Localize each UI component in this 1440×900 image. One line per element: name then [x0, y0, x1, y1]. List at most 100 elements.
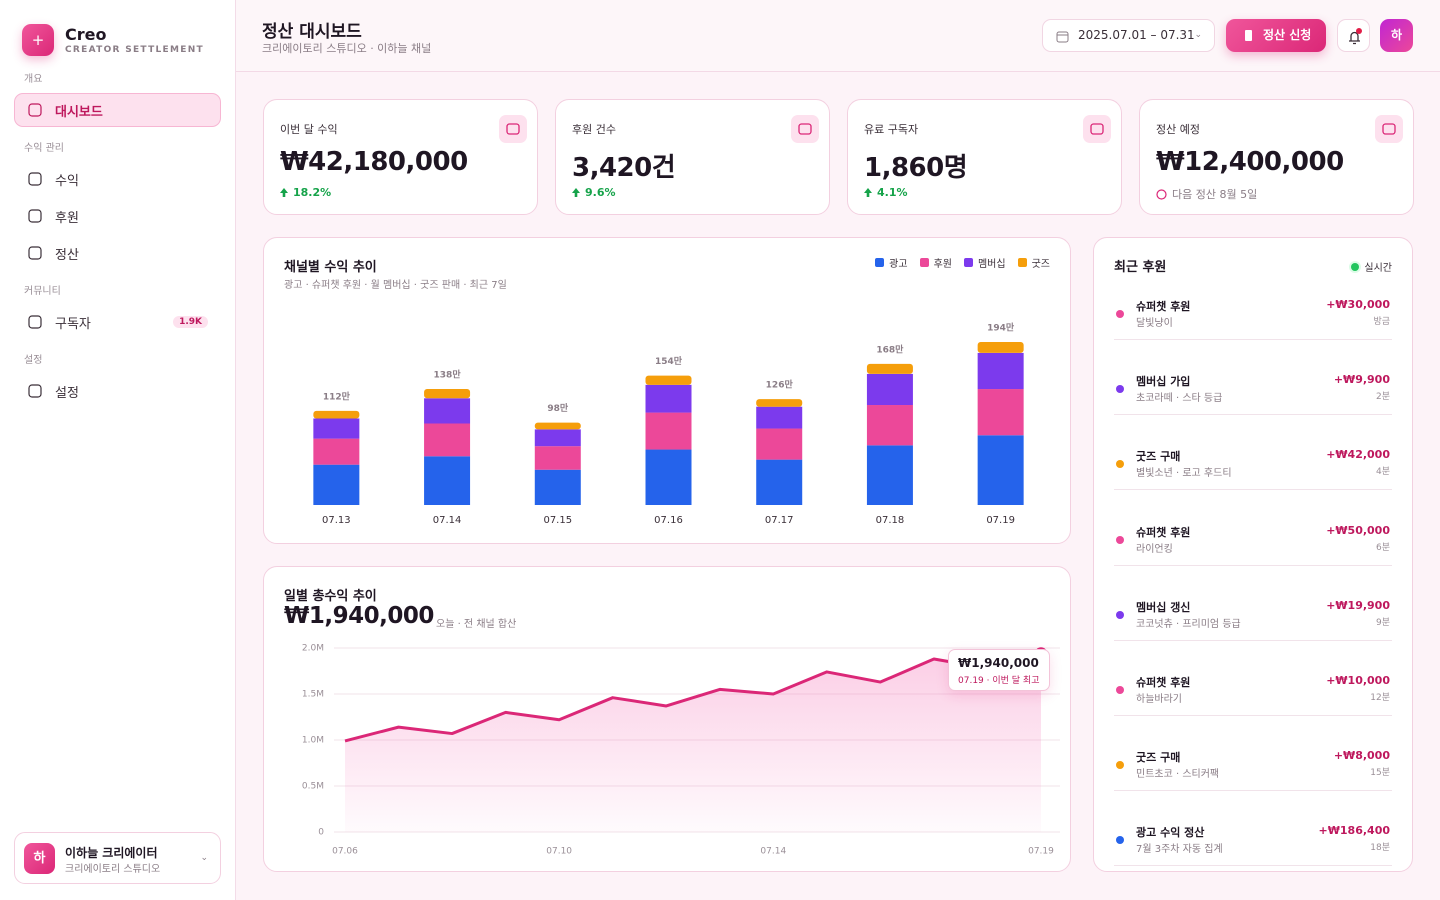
recent-card: 최근 후원 실시간 슈퍼챗 후원 달빛냥이 +₩30,000 방금 멤버십 가입 초코라떼…: [1093, 237, 1413, 872]
nav-label: 설정: [55, 385, 79, 401]
item-time: 4분: [1375, 467, 1390, 478]
recent-item[interactable]: 멤버십 갱신 코코넛츄 · 프리미엄 등급 +₩19,900 9분: [1114, 591, 1392, 641]
nav-label: 정산: [55, 247, 79, 263]
bar-segment: [866, 363, 913, 374]
user-card[interactable]: 하 이하늘 크리에이터 크리에이토리 스튜디오 ⌄: [14, 832, 221, 884]
item-amount: +₩30,000: [1326, 298, 1390, 311]
button-icon: [1245, 30, 1252, 41]
nav-item[interactable]: 후원: [14, 199, 221, 233]
recent-item[interactable]: 굿즈 구매 별빛소년 · 로고 후드티 +₩42,000 4분: [1114, 440, 1392, 491]
y-tick-label: 1.5M: [302, 690, 324, 700]
kpi-change: 4.1%: [877, 186, 908, 199]
arrow-shape: [572, 188, 580, 197]
bar-segment: [866, 405, 913, 446]
recent-item[interactable]: 굿즈 구매 민트초코 · 스티커팩 +₩8,000 15분: [1114, 741, 1392, 792]
nav-item[interactable]: 정산: [14, 236, 221, 270]
nav: 개요 대시보드 수익 관리 수익 후원 정산 커뮤니티 구독자 1.9K 설정 설정: [14, 58, 221, 411]
bar-segment: [645, 384, 692, 413]
nav-label: 대시보드: [55, 104, 103, 120]
recent-title: 최근 후원: [1114, 260, 1167, 275]
bar-chart-card: 채널별 수익 추이 광고 · 슈퍼챗 후원 · 월 멤버십 · 굿즈 판매 · …: [263, 237, 1071, 544]
item-amount: +₩50,000: [1326, 523, 1390, 537]
brand: Creo: [65, 25, 107, 44]
x-tick-label: 07.17: [765, 515, 794, 526]
line-chart: 0 0.5M 1.0M 1.5M 2.0M 07.06 07.10 07.14 07.19: [302, 644, 1060, 857]
kpi-label: 유료 구독자: [864, 123, 919, 136]
bar-segment: [313, 464, 360, 505]
kpi-value: ₩42,180,000: [280, 147, 468, 177]
item-time: 12분: [1370, 693, 1390, 703]
nav-item[interactable]: 구독자 1.9K: [14, 305, 221, 339]
bar-segment: [756, 428, 803, 460]
bar-segment: [756, 399, 803, 407]
nav-label: 후원: [55, 210, 79, 226]
kpi-footer: 4.1%: [864, 186, 908, 199]
x-tick-label: 07.14: [433, 515, 462, 526]
notification-button[interactable]: [1337, 19, 1370, 52]
total-label: 138만: [434, 369, 462, 381]
up-arrow: [280, 188, 288, 197]
user-org: 크리에이토리 스튜디오: [65, 864, 161, 875]
legend-label: 멤버십: [977, 259, 1006, 270]
chevron: ⌄: [1194, 30, 1202, 40]
item-detail: 라이언킹: [1136, 543, 1173, 555]
recent-item[interactable]: 슈퍼챗 후원 라이언킹 +₩50,000 6분: [1114, 516, 1392, 566]
item-amount: +₩8,000: [1333, 749, 1390, 763]
live-status: 실시간: [1351, 259, 1392, 274]
nav-icon: [28, 246, 42, 260]
nav-item[interactable]: 설정: [14, 374, 221, 408]
item-dot: [1116, 761, 1124, 770]
bar-segment: [534, 422, 581, 430]
recent-item[interactable]: 슈퍼챗 후원 달빛냥이 +₩30,000 방금: [1114, 290, 1392, 340]
nav-icon: [28, 103, 42, 117]
bar-segment: [313, 418, 360, 439]
item-title: 슈퍼챗 후원: [1136, 676, 1191, 689]
kpi-label: 정산 예정: [1156, 123, 1200, 136]
date-picker[interactable]: 2025.07.01 – 07.31 ⌄: [1042, 19, 1215, 52]
bar-segment: [313, 410, 360, 419]
item-detail: 초코라떼 · 스타 등급: [1136, 393, 1223, 405]
tooltip-label: 07.19 · 이번 달 최고: [958, 676, 1040, 686]
nav-item[interactable]: 수익: [14, 162, 221, 196]
bar-segment: [756, 459, 803, 505]
item-dot: [1116, 610, 1124, 619]
page-title: 정산 대시보드: [262, 22, 362, 42]
bar-segment: [866, 373, 913, 406]
item-amount: +₩9,900: [1333, 373, 1390, 387]
icon-shape: [798, 123, 812, 135]
nav-item[interactable]: 대시보드: [14, 93, 221, 127]
item-time: 방금: [1373, 317, 1390, 327]
item-title: 슈퍼챗 후원: [1136, 525, 1191, 539]
bar-segment: [534, 429, 581, 447]
icon: [506, 123, 520, 135]
item-detail: 7월 3주차 자동 집계: [1136, 844, 1223, 856]
kpi-value: 1,860명: [864, 153, 968, 183]
bar-segment: [424, 423, 471, 457]
legend-swatch: [963, 258, 973, 267]
total-label: 126만: [766, 379, 794, 391]
icon: [798, 123, 812, 135]
kpi-footer: 18.2%: [280, 186, 331, 199]
section-title: 설정: [24, 355, 43, 366]
arrow-shape: [864, 188, 872, 197]
section-title: 수익 관리: [24, 143, 64, 154]
y-tick-label: 0: [318, 828, 324, 838]
kpi-value: 3,420건: [572, 153, 676, 183]
item-detail: 코코넛츄 · 프리미엄 등급: [1136, 618, 1241, 630]
bar-segment: [424, 389, 471, 399]
bar-segment: [424, 398, 471, 424]
recent-item[interactable]: 광고 수익 정산 7월 3주차 자동 집계 +₩186,400 18분: [1114, 816, 1392, 867]
profile-avatar[interactable]: 하: [1380, 19, 1413, 52]
bar-segment: [424, 456, 471, 505]
settle-button[interactable]: 정산 신청: [1226, 19, 1326, 52]
headline-note: 오늘 · 전 채널 합산: [436, 619, 517, 630]
icon-shape: [28, 384, 42, 398]
recent-item[interactable]: 멤버십 가입 초코라떼 · 스타 등급 +₩9,900 2분: [1114, 365, 1392, 416]
icon-shape: [1090, 123, 1104, 135]
item-title: 멤버십 가입: [1136, 375, 1191, 389]
kpi-card: 후원 건수 3,420건 9.6%: [555, 99, 830, 215]
total-label: 194만: [987, 322, 1015, 334]
recent-item[interactable]: 슈퍼챗 후원 하늘바라기 +₩10,000 12분: [1114, 666, 1392, 716]
logo[interactable]: +: [22, 24, 54, 56]
